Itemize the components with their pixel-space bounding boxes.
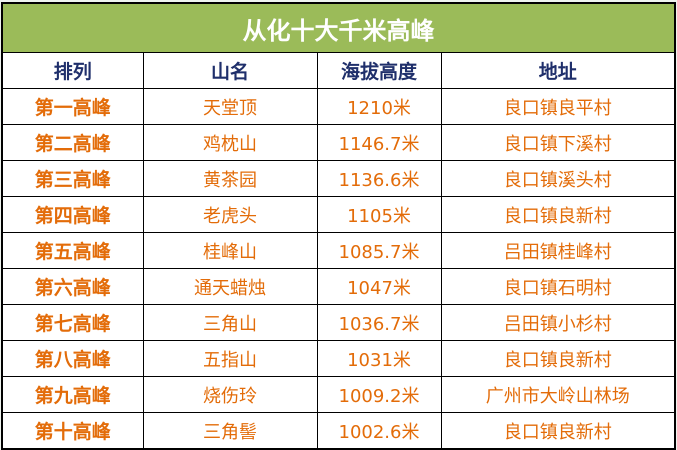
cell-address: 良口镇良平村 — [440, 88, 676, 125]
cell-elevation: 1047米 — [316, 268, 442, 305]
cell-address: 良口镇下溪村 — [440, 124, 676, 161]
cell-mountain-name: 桂峰山 — [142, 232, 318, 269]
cell-elevation: 1036.7米 — [316, 304, 442, 341]
table-row: 第四高峰 老虎头 1105米 良口镇良新村 — [1, 196, 676, 233]
cell-mountain-name: 天堂顶 — [142, 88, 318, 125]
cell-address: 广州市大岭山林场 — [440, 376, 676, 413]
cell-rank: 第七高峰 — [1, 304, 144, 341]
cell-address: 良口镇良新村 — [440, 340, 676, 377]
cell-rank: 第一高峰 — [1, 88, 144, 125]
cell-rank: 第五高峰 — [1, 232, 144, 269]
table-row: 第八高峰 五指山 1031米 良口镇良新村 — [1, 340, 676, 377]
cell-elevation: 1105米 — [316, 196, 442, 233]
table-row: 第十高峰 三角髻 1002.6米 良口镇良新村 — [1, 412, 676, 450]
table-title: 从化十大千米高峰 — [1, 2, 676, 53]
table-row: 第九高峰 烧伤玲 1009.2米 广州市大岭山林场 — [1, 376, 676, 413]
cell-address: 良口镇溪头村 — [440, 160, 676, 197]
cell-mountain-name: 鸡枕山 — [142, 124, 318, 161]
cell-mountain-name: 黄茶园 — [142, 160, 318, 197]
table-row: 第七高峰 三角山 1036.7米 吕田镇小杉村 — [1, 304, 676, 341]
cell-elevation: 1002.6米 — [316, 412, 442, 450]
cell-rank: 第六高峰 — [1, 268, 144, 305]
cell-mountain-name: 三角山 — [142, 304, 318, 341]
header-rank: 排列 — [1, 52, 144, 89]
cell-address: 良口镇石明村 — [440, 268, 676, 305]
cell-mountain-name: 老虎头 — [142, 196, 318, 233]
table-row: 第六高峰 通天蜡烛 1047米 良口镇石明村 — [1, 268, 676, 305]
header-elevation: 海拔高度 — [316, 52, 442, 89]
cell-mountain-name: 烧伤玲 — [142, 376, 318, 413]
cell-elevation: 1031米 — [316, 340, 442, 377]
cell-elevation: 1136.6米 — [316, 160, 442, 197]
header-mountain-name: 山名 — [142, 52, 318, 89]
cell-address: 良口镇良新村 — [440, 196, 676, 233]
table-row: 第二高峰 鸡枕山 1146.7米 良口镇下溪村 — [1, 124, 676, 161]
cell-elevation: 1085.7米 — [316, 232, 442, 269]
table-row: 第五高峰 桂峰山 1085.7米 吕田镇桂峰村 — [1, 232, 676, 269]
cell-address: 良口镇良新村 — [440, 412, 676, 450]
cell-mountain-name: 三角髻 — [142, 412, 318, 450]
table-row: 第一高峰 天堂顶 1210米 良口镇良平村 — [1, 88, 676, 125]
cell-rank: 第八高峰 — [1, 340, 144, 377]
cell-mountain-name: 通天蜡烛 — [142, 268, 318, 305]
header-row: 排列 山名 海拔高度 地址 — [1, 52, 676, 89]
cell-elevation: 1146.7米 — [316, 124, 442, 161]
cell-rank: 第九高峰 — [1, 376, 144, 413]
cell-elevation: 1009.2米 — [316, 376, 442, 413]
table-row: 第三高峰 黄茶园 1136.6米 良口镇溪头村 — [1, 160, 676, 197]
cell-rank: 第十高峰 — [1, 412, 144, 450]
cell-rank: 第四高峰 — [1, 196, 144, 233]
cell-rank: 第二高峰 — [1, 124, 144, 161]
cell-elevation: 1210米 — [316, 88, 442, 125]
cell-address: 吕田镇桂峰村 — [440, 232, 676, 269]
cell-address: 吕田镇小杉村 — [440, 304, 676, 341]
header-address: 地址 — [440, 52, 676, 89]
cell-mountain-name: 五指山 — [142, 340, 318, 377]
cell-rank: 第三高峰 — [1, 160, 144, 197]
